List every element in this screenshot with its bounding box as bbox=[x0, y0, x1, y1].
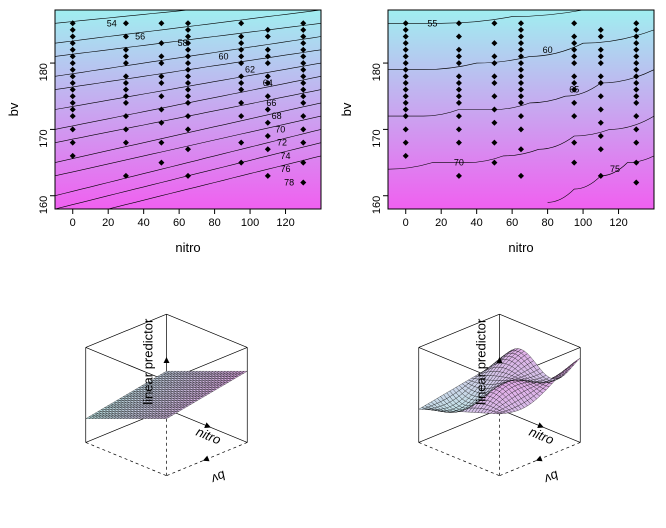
svg-text:160: 160 bbox=[371, 196, 383, 214]
svg-text:120: 120 bbox=[276, 217, 294, 229]
svg-text:60: 60 bbox=[543, 45, 553, 55]
svg-text:180: 180 bbox=[371, 63, 383, 81]
svg-text:20: 20 bbox=[435, 217, 447, 229]
y-axis-label: bv bbox=[339, 102, 354, 116]
svg-text:80: 80 bbox=[208, 217, 220, 229]
svg-text:54: 54 bbox=[107, 18, 117, 28]
svg-text:180: 180 bbox=[38, 63, 50, 81]
svg-text:75: 75 bbox=[610, 164, 620, 174]
svg-text:160: 160 bbox=[38, 196, 50, 214]
svg-text:100: 100 bbox=[241, 217, 259, 229]
svg-text:0: 0 bbox=[70, 217, 76, 229]
svg-text:170: 170 bbox=[371, 129, 383, 147]
svg-text:60: 60 bbox=[218, 51, 228, 61]
svg-text:100: 100 bbox=[574, 217, 592, 229]
surface-plot-left: nitrobvlinear predictor bbox=[0, 264, 333, 528]
svg-text:170: 170 bbox=[38, 129, 50, 147]
y-axis-label: bv bbox=[541, 468, 561, 488]
svg-text:60: 60 bbox=[506, 217, 518, 229]
z-axis-label: linear predictor bbox=[474, 318, 489, 405]
svg-text:60: 60 bbox=[173, 217, 185, 229]
svg-text:78: 78 bbox=[284, 177, 294, 187]
contour-plot-left: 5456586062646668707274767802040608010012… bbox=[0, 0, 333, 264]
svg-text:0: 0 bbox=[403, 217, 409, 229]
svg-text:40: 40 bbox=[471, 217, 483, 229]
svg-text:20: 20 bbox=[102, 217, 114, 229]
x-axis-label: nitro bbox=[508, 240, 533, 255]
svg-text:120: 120 bbox=[609, 217, 627, 229]
y-axis-label: bv bbox=[208, 468, 228, 488]
svg-text:55: 55 bbox=[427, 18, 437, 28]
svg-text:80: 80 bbox=[541, 217, 553, 229]
x-axis-label: nitro bbox=[175, 240, 200, 255]
contour-plot-right: 5560657075020406080100120160170180nitrob… bbox=[333, 0, 666, 264]
svg-text:40: 40 bbox=[138, 217, 150, 229]
svg-text:62: 62 bbox=[245, 65, 255, 75]
surface-plot-right: nitrobvlinear predictor bbox=[333, 264, 666, 528]
svg-text:56: 56 bbox=[135, 32, 145, 42]
z-axis-label: linear predictor bbox=[141, 318, 156, 405]
y-axis-label: bv bbox=[6, 102, 21, 116]
svg-text:70: 70 bbox=[454, 158, 464, 168]
